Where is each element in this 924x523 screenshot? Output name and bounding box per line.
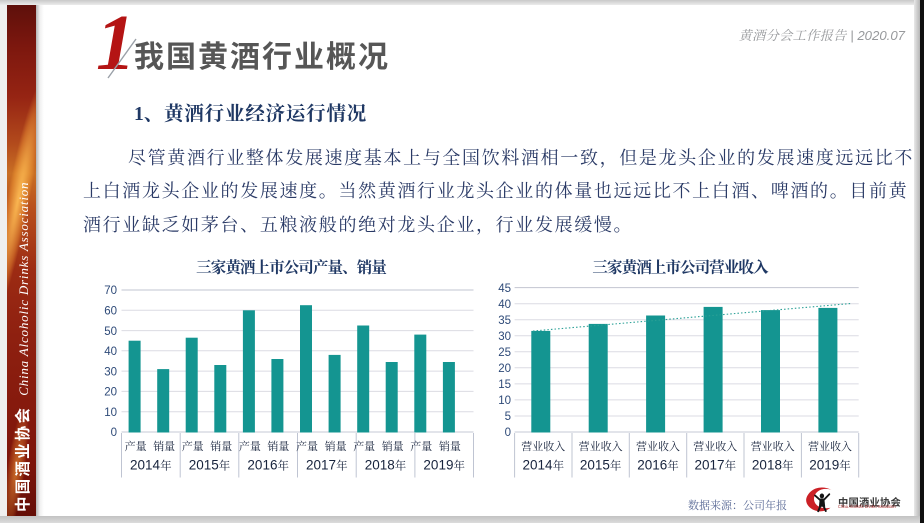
svg-text:20: 20: [498, 363, 511, 375]
svg-text:三家黄酒上市公司产量、销量: 三家黄酒上市公司产量、销量: [196, 256, 387, 278]
svg-text:2016年: 2016年: [637, 458, 679, 474]
svg-text:25: 25: [498, 347, 511, 359]
svg-text:15: 15: [498, 379, 511, 391]
svg-text:0: 0: [111, 427, 117, 439]
svg-text:10: 10: [104, 407, 117, 419]
svg-text:销量: 销量: [153, 438, 175, 454]
svg-text:10: 10: [498, 395, 511, 407]
svg-text:销量: 销量: [267, 438, 289, 454]
svg-text:营业收入: 营业收入: [521, 438, 565, 454]
svg-text:2016年: 2016年: [247, 458, 289, 474]
svg-text:销量: 销量: [382, 438, 404, 454]
svg-text:2015年: 2015年: [580, 458, 622, 474]
svg-text:30: 30: [104, 366, 117, 378]
svg-text:营业收入: 营业收入: [751, 438, 795, 454]
svg-text:产量: 产量: [296, 438, 318, 454]
svg-text:销量: 销量: [325, 438, 347, 454]
svg-text:40: 40: [498, 299, 511, 311]
svg-text:35: 35: [498, 315, 511, 327]
svg-text:产量: 产量: [410, 438, 432, 454]
svg-text:2019年: 2019年: [423, 458, 465, 474]
svg-text:2017年: 2017年: [695, 458, 737, 474]
svg-text:营业收入: 营业收入: [693, 438, 737, 454]
svg-text:30: 30: [498, 331, 511, 343]
svg-text:60: 60: [104, 306, 117, 318]
svg-text:50: 50: [104, 326, 117, 338]
svg-text:销量: 销量: [439, 438, 461, 454]
svg-text:2018年: 2018年: [365, 458, 407, 474]
svg-text:40: 40: [104, 346, 117, 358]
svg-text:产量: 产量: [125, 438, 147, 454]
svg-text:三家黄酒上市公司营业收入: 三家黄酒上市公司营业收入: [592, 256, 769, 278]
svg-text:2015年: 2015年: [189, 458, 231, 474]
svg-text:营业收入: 营业收入: [579, 438, 623, 454]
svg-text:2019年: 2019年: [809, 458, 851, 474]
svg-text:产量: 产量: [353, 438, 375, 454]
svg-text:2018年: 2018年: [752, 458, 794, 474]
svg-text:2014年: 2014年: [130, 458, 172, 474]
svg-text:营业收入: 营业收入: [808, 438, 852, 454]
svg-text:0: 0: [505, 427, 511, 439]
svg-text:2014年: 2014年: [523, 458, 565, 474]
svg-text:20: 20: [104, 387, 117, 399]
svg-text:产量: 产量: [239, 438, 261, 454]
svg-text:营业收入: 营业收入: [636, 438, 680, 454]
svg-text:5: 5: [505, 411, 511, 423]
svg-text:70: 70: [104, 285, 117, 297]
svg-text:产量: 产量: [182, 438, 204, 454]
svg-text:45: 45: [498, 283, 511, 295]
svg-text:2017年: 2017年: [306, 458, 348, 474]
svg-text:销量: 销量: [210, 438, 232, 454]
